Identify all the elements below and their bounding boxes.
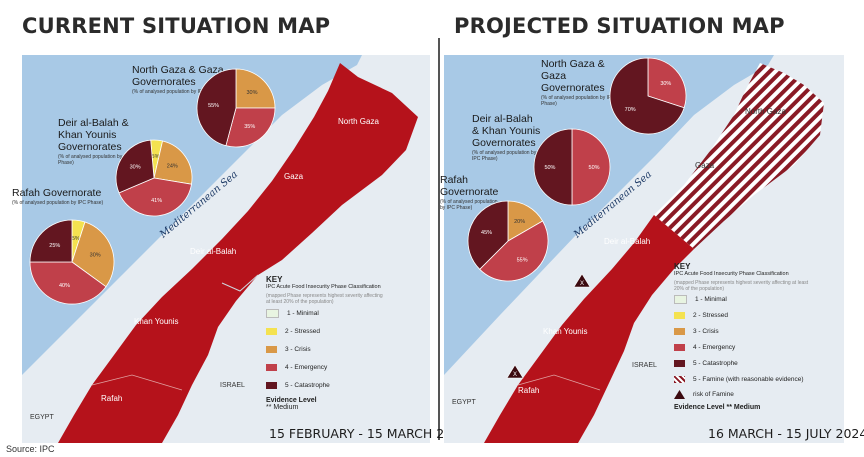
pie-deir-khan-projected-slice <box>533 128 573 206</box>
label-north-gaza-projected: North Gaza <box>745 107 786 116</box>
current-map-svg <box>22 55 430 443</box>
current-pies: 30% 35% 55% 5% 24% 41% 30% 5% 30% 40% 25% <box>29 68 276 305</box>
panel-divider <box>438 38 440 440</box>
label-egypt-projected: EGYPT <box>452 399 476 406</box>
pie-north-gaza-projected-slice <box>609 57 685 135</box>
pie-rafah-slice <box>29 261 107 305</box>
pie-deir-khan-slice-label: 5% <box>152 154 160 160</box>
pie-rafah-projected-slice-label: 20% <box>514 219 525 225</box>
projected-map-title: PROJECTED SITUATION MAP <box>454 14 785 38</box>
pie-rafah-projected-slice <box>467 200 509 270</box>
pie-north-gaza-slice <box>225 107 276 148</box>
gov-deir-khan: Deir al-Balah & Khan Younis Governorates… <box>58 117 132 166</box>
key-phase-4: 4 - Emergency <box>674 340 814 356</box>
gov-rafah: Rafah Governorate (% of analysed populat… <box>12 187 104 206</box>
key-phase-4: 4 - Emergency <box>266 359 386 377</box>
pie-rafah-slice-label: 30% <box>90 252 101 258</box>
current-map-panel <box>22 55 430 443</box>
key-phase-3: 3 - Crisis <box>674 324 814 340</box>
pie-rafah-slice <box>29 219 73 263</box>
pie-rafah-projected-slice-label: 55% <box>517 257 528 263</box>
current-date-range: 15 FEBRUARY - 15 MARCH 2024 <box>269 426 469 441</box>
key-phase-1: 1 - Minimal <box>266 305 386 323</box>
sea-area <box>444 55 774 375</box>
key-famine: 5 - Famine (with reasonable evidence) <box>674 372 814 388</box>
current-map-title: CURRENT SITUATION MAP <box>22 14 331 38</box>
pie-north-gaza-projected-slice-label: 30% <box>660 81 671 87</box>
label-gaza: Gaza <box>284 172 304 181</box>
label-rafah-projected: Rafah <box>518 386 540 395</box>
pie-rafah-slice <box>71 221 115 288</box>
pie-deir-khan-slice-label: 30% <box>130 165 141 171</box>
pie-rafah-slice-label: 5% <box>72 236 80 242</box>
border-line <box>221 274 259 292</box>
gaza-strip-shape <box>58 63 418 443</box>
pie-deir-khan-projected-slice-label: 50% <box>544 165 555 171</box>
source-note: Source: IPC <box>6 444 55 454</box>
pie-north-gaza-slice-label: 35% <box>244 124 255 130</box>
pie-north-gaza-projected-slice <box>647 57 687 109</box>
governorate-boundary <box>517 374 601 391</box>
pie-deir-khan-slice <box>115 139 155 194</box>
pie-deir-khan-slice <box>153 140 193 185</box>
pie-deir-khan-projected-slice-label: 50% <box>589 165 600 171</box>
famine-area <box>654 63 824 249</box>
label-egypt: EGYPT <box>30 414 54 421</box>
pie-rafah-projected-slice <box>479 220 549 282</box>
pie-deir-khan-projected-slice <box>571 128 611 206</box>
pie-north-gaza-slice <box>196 68 237 147</box>
gaza-strip-shape <box>484 215 694 443</box>
pie-north-gaza-slice-label: 55% <box>208 103 219 109</box>
label-deir-al-balah-projected: Deir al-Balah <box>604 237 651 246</box>
pie-rafah-slice-label: 40% <box>59 283 70 289</box>
key-phase-2: 2 - Stressed <box>674 308 814 324</box>
risk-famine-icon <box>674 390 685 399</box>
key-phase-2: 2 - Stressed <box>266 323 386 341</box>
key-phase-3: 3 - Crisis <box>266 341 386 359</box>
pie-north-gaza-projected-slice-label: 70% <box>625 107 636 113</box>
projected-date-range: 16 MARCH - 15 JULY 2024 <box>708 426 864 441</box>
pie-north-gaza-slice-label: 30% <box>246 90 257 96</box>
key-legend-projected: KEY IPC Acute Food Insecurity Phase Clas… <box>674 262 814 411</box>
gov-north-gaza-gaza-projected: North Gaza & Gaza Governorates (% of ana… <box>541 58 615 107</box>
label-khan-younis-projected: Khan Younis <box>543 327 588 336</box>
key-phase-5: 5 - Catastrophe <box>674 356 814 372</box>
pie-deir-khan-slice <box>118 177 192 217</box>
label-gaza-projected: Gaza <box>695 161 715 170</box>
pie-deir-khan-slice-label: 41% <box>151 198 162 204</box>
label-israel-projected: ISRAEL <box>632 362 657 369</box>
pie-deir-khan-slice-label: 24% <box>167 164 178 170</box>
key-legend-current: KEY IPC Acute Food Insecurity Phase Clas… <box>266 275 386 411</box>
gov-rafah-projected: Rafah Governorate (% of analysed populat… <box>440 174 499 211</box>
label-deir-al-balah: Deir al-Balah <box>190 247 237 256</box>
pie-north-gaza-slice <box>235 68 276 109</box>
governorate-boundary <box>91 374 183 391</box>
label-khan-younis: Khan Younis <box>134 317 179 326</box>
key-phase-5: 5 - Catastrophe <box>266 377 386 395</box>
gov-deir-khan-projected: Deir al-Balah & Khan Younis Governorates… <box>472 113 541 162</box>
gov-north-gaza-gaza: North Gaza & Gaza Governorates (% of ana… <box>132 64 224 95</box>
label-israel: ISRAEL <box>220 382 245 389</box>
key-phase-1: 1 - Minimal <box>674 292 814 308</box>
key-risk-famine: risk of Famine <box>674 388 814 402</box>
pie-rafah-projected-slice-label: 45% <box>481 230 492 236</box>
pie-rafah-slice-label: 25% <box>49 243 60 249</box>
label-north-gaza: North Gaza <box>338 117 379 126</box>
sea-area <box>22 55 362 375</box>
label-rafah: Rafah <box>101 394 123 403</box>
